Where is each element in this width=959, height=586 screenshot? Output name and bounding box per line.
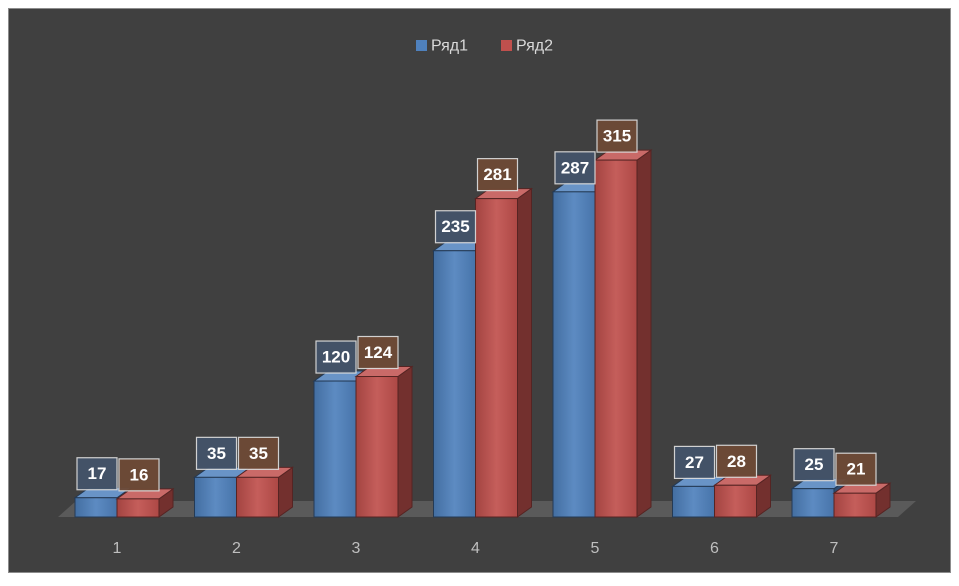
data-label: 35 bbox=[249, 444, 268, 463]
data-label-box bbox=[715, 444, 758, 478]
legend-label: Ряд2 bbox=[516, 38, 553, 55]
x-tick-label: 2 bbox=[232, 540, 241, 557]
data-label: 35 bbox=[207, 444, 226, 463]
bar bbox=[832, 482, 892, 518]
bar bbox=[354, 365, 414, 518]
bar-front bbox=[313, 380, 357, 518]
data-label: 25 bbox=[805, 455, 824, 474]
bar bbox=[473, 187, 534, 518]
data-label: 281 bbox=[483, 165, 511, 184]
bar-front bbox=[475, 198, 518, 518]
bar-front bbox=[116, 498, 160, 518]
bar-front bbox=[714, 484, 757, 518]
data-label-box bbox=[434, 210, 477, 244]
data-label-box bbox=[195, 436, 238, 470]
legend-label: Ряд1 bbox=[431, 38, 468, 55]
data-label: 120 bbox=[322, 348, 350, 367]
data-label-box bbox=[596, 119, 638, 153]
x-tick-label: 7 bbox=[830, 540, 839, 557]
data-label: 27 bbox=[685, 453, 704, 472]
x-tick-label: 5 bbox=[591, 540, 600, 557]
bar bbox=[115, 487, 175, 518]
bar-front bbox=[833, 492, 877, 518]
x-tick-label: 1 bbox=[113, 540, 122, 557]
bar bbox=[234, 466, 295, 518]
data-label-box bbox=[237, 436, 280, 470]
data-label: 17 bbox=[88, 464, 107, 483]
bar-front bbox=[791, 488, 835, 518]
data-label-box bbox=[315, 340, 357, 374]
legend-swatch bbox=[416, 40, 427, 51]
data-label: 21 bbox=[847, 460, 866, 479]
data-label-box bbox=[673, 445, 716, 480]
data-label-box bbox=[76, 457, 118, 491]
bar-front bbox=[74, 497, 118, 518]
bar-front bbox=[433, 250, 476, 518]
data-label: 124 bbox=[364, 343, 393, 362]
bar-front bbox=[194, 476, 237, 518]
data-label-box bbox=[793, 448, 835, 482]
data-label: 28 bbox=[727, 452, 746, 471]
data-label-box bbox=[118, 458, 160, 492]
data-label-box bbox=[554, 151, 596, 185]
bar bbox=[593, 149, 653, 518]
x-tick-label: 3 bbox=[352, 540, 361, 557]
bar-front bbox=[355, 376, 399, 518]
data-label: 16 bbox=[130, 465, 149, 484]
x-tick-label: 6 bbox=[710, 540, 719, 557]
legend-swatch bbox=[501, 40, 512, 51]
legend: Ряд1 Ряд2 bbox=[416, 38, 553, 55]
bar-front bbox=[552, 191, 596, 518]
bar-front bbox=[672, 485, 715, 518]
bar bbox=[712, 474, 773, 518]
bar-side bbox=[397, 365, 413, 518]
data-label-box bbox=[476, 158, 519, 192]
data-label: 287 bbox=[561, 158, 589, 177]
bar-front bbox=[236, 476, 279, 518]
x-tick-label: 4 bbox=[471, 540, 480, 557]
data-label: 235 bbox=[441, 217, 469, 236]
data-label-box bbox=[835, 452, 877, 486]
bar-front bbox=[594, 159, 638, 518]
data-label: 315 bbox=[603, 127, 631, 146]
bar-side bbox=[517, 187, 532, 518]
data-label-box bbox=[357, 335, 399, 370]
bar-side bbox=[636, 149, 652, 518]
